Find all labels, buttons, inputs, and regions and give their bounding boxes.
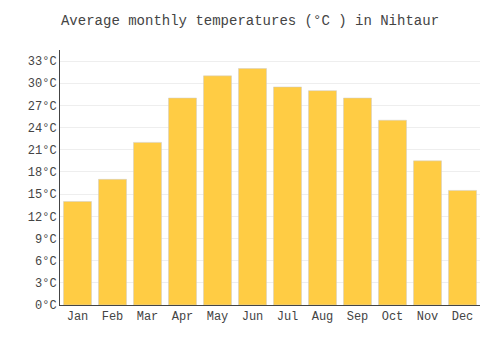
- svg-text:24°C: 24°C: [28, 122, 57, 136]
- svg-text:6°C: 6°C: [35, 255, 57, 269]
- svg-text:Jun: Jun: [242, 310, 264, 324]
- svg-text:Jan: Jan: [67, 310, 89, 324]
- svg-text:May: May: [207, 310, 229, 324]
- svg-text:21°C: 21°C: [28, 144, 57, 158]
- svg-text:9°C: 9°C: [35, 233, 57, 247]
- svg-text:Dec: Dec: [452, 310, 474, 324]
- svg-text:3°C: 3°C: [35, 277, 57, 291]
- svg-text:Average monthly temperatures (: Average monthly temperatures (°C ) in Ni…: [61, 13, 439, 29]
- svg-text:0°C: 0°C: [35, 299, 57, 313]
- svg-text:Oct: Oct: [382, 310, 404, 324]
- svg-text:Sep: Sep: [347, 310, 369, 324]
- svg-text:Nov: Nov: [417, 310, 439, 324]
- svg-text:Jul: Jul: [277, 310, 299, 324]
- svg-text:Feb: Feb: [102, 310, 124, 324]
- svg-text:Aug: Aug: [312, 310, 334, 324]
- svg-text:27°C: 27°C: [28, 100, 57, 114]
- svg-text:15°C: 15°C: [28, 188, 57, 202]
- svg-text:30°C: 30°C: [28, 77, 57, 91]
- svg-text:Mar: Mar: [137, 310, 159, 324]
- svg-text:33°C: 33°C: [28, 55, 57, 69]
- svg-text:12°C: 12°C: [28, 211, 57, 225]
- svg-text:Apr: Apr: [172, 310, 194, 324]
- svg-text:18°C: 18°C: [28, 166, 57, 180]
